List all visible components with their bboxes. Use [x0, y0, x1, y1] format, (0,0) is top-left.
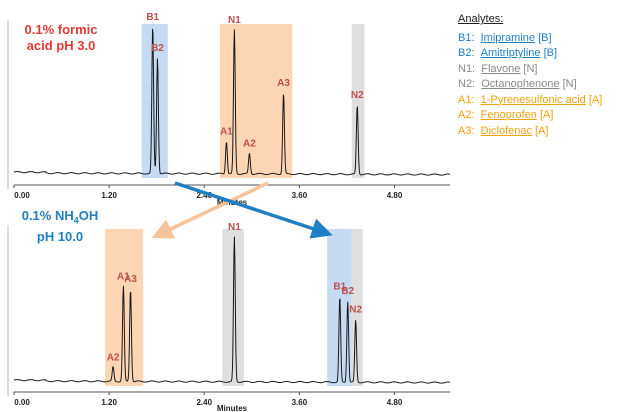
legend-item: N1: Flavone [N] [458, 62, 633, 78]
x-tick-label: 2.40 [196, 398, 212, 407]
legend-item-name: Fenoprofen [480, 109, 537, 121]
peak-label: A2 [243, 138, 256, 149]
peak-label: A3 [124, 274, 137, 285]
x-tick-label: 0.00 [14, 191, 30, 200]
chromatogram-trace [13, 236, 451, 384]
legend-item-code: A2: [458, 109, 481, 121]
legend-item: B1: Imipramine [B] [458, 31, 633, 47]
top-condition-line1: 0.1% formic [24, 22, 98, 37]
legend-item-name: Amitriptyline [480, 47, 541, 59]
peak-label: B2 [151, 43, 164, 54]
peak-label: B2 [341, 286, 354, 297]
legend-item-tag: [B] [535, 31, 552, 44]
peak-label: A2 [107, 353, 120, 364]
bottom-condition-line1-subscript: 4 [73, 215, 79, 226]
x-tick-label: 3.60 [292, 398, 308, 407]
top-condition-line2: acid pH 3.0 [26, 38, 96, 53]
peak-label: A1 [220, 127, 233, 138]
legend-item: B2: Amitriptyline [B] [458, 46, 633, 62]
legend-item-tag: [A] [531, 124, 549, 137]
peak-label: A3 [277, 78, 290, 89]
peak-label: N1 [228, 222, 241, 233]
legend-item-name: Flavone [481, 62, 521, 75]
x-tick-label: 3.60 [292, 191, 308, 200]
legend-item-name: Imipramine [480, 31, 536, 44]
legend-item-code: B1: [458, 31, 481, 44]
legend-item-name: Octanophenone [481, 78, 560, 90]
analyte-legend: Analytes: B1: Imipramine [B] B2: Amitript… [458, 12, 633, 139]
legend-item-code: N1: [458, 62, 482, 75]
legend-item-code: A3: [458, 124, 481, 137]
x-tick-label: 0.00 [14, 398, 30, 407]
legend-item-tag: [N] [559, 78, 577, 90]
legend-item-tag: [N] [520, 62, 538, 75]
peak-label: B1 [333, 281, 346, 292]
x-tick-label: 4.80 [387, 191, 403, 200]
x-tick-label: 4.80 [387, 398, 403, 407]
legend-heading: Analytes: [458, 13, 504, 25]
legend-item-code: A1: [458, 93, 481, 106]
legend-item-code: B2: [458, 47, 481, 59]
legend-item: A3: Diclofenac [A] [458, 124, 633, 140]
top-condition-label: 0.1% formic acid pH 3.0 [6, 22, 116, 54]
legend-item: N2: Octanophenone [N] [458, 77, 633, 93]
peak-label: B1 [146, 12, 159, 23]
legend-item-name: Diclofenac [480, 124, 532, 137]
peak-label: N2 [351, 90, 364, 101]
x-axis-title: Minutes [217, 404, 248, 412]
chromatogram-trace [13, 28, 451, 176]
legend-item-name: 1-Pyrenesulfonic acid [480, 93, 586, 106]
legend-item: A1: 1-Pyrenesulfonic acid [A] [458, 93, 633, 109]
legend-rows: B1: Imipramine [B] B2: Amitriptyline [B] N… [458, 31, 633, 140]
x-tick-label: 1.20 [101, 191, 117, 200]
bottom-condition-label: 0.1% NH4OH pH 10.0 [10, 208, 110, 245]
x-tick-label: 1.20 [101, 398, 117, 407]
legend-item-code: N2: [458, 78, 482, 90]
legend-item: A2: Fenoprofen [A] [458, 108, 633, 124]
peak-label: A1 [117, 271, 130, 282]
base-shift-arrow [174, 181, 333, 239]
acidic-highlight-band [220, 24, 293, 178]
peak-label: N1 [228, 15, 241, 26]
bottom-condition-line1: 0.1% NH4OH [10, 208, 110, 229]
neutral-highlight-band [351, 229, 363, 386]
x-tick-label: 2.40 [196, 191, 212, 200]
bottom-condition-line1-main: 0.1% NH [21, 208, 74, 223]
legend-item-tag: [A] [536, 109, 554, 121]
peak-label: N2 [349, 305, 362, 316]
neutral-highlight-band [351, 24, 365, 178]
acid-shift-arrow [151, 181, 269, 239]
bottom-condition-line2: pH 10.0 [36, 228, 84, 244]
legend-item-tag: [A] [585, 93, 603, 106]
bottom-condition-line1-end: OH [78, 208, 99, 223]
legend-item-tag: [B] [540, 47, 558, 59]
